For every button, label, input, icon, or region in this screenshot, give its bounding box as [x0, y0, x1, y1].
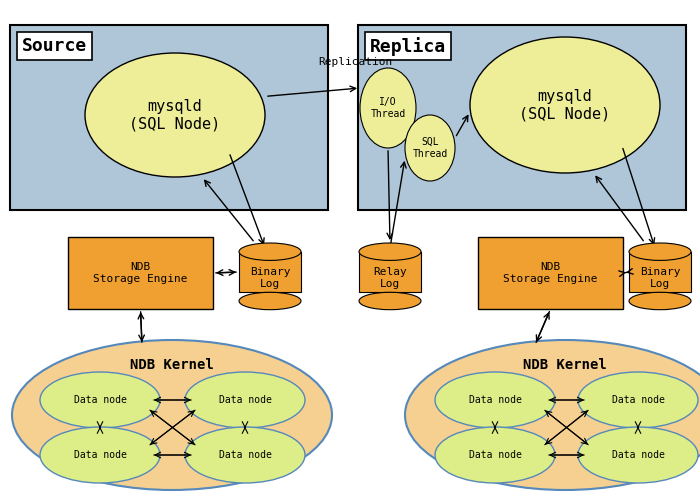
- Ellipse shape: [405, 115, 455, 181]
- Ellipse shape: [435, 372, 555, 428]
- Text: Data node: Data node: [612, 395, 664, 405]
- Ellipse shape: [359, 292, 421, 310]
- Text: I/O
Thread: I/O Thread: [370, 97, 405, 119]
- Bar: [10, 25, 328, 210]
- Bar: [359, 252, 421, 292]
- Text: Replication: Replication: [318, 57, 392, 67]
- Ellipse shape: [435, 427, 555, 483]
- Ellipse shape: [185, 372, 305, 428]
- Text: Binary
Log: Binary Log: [640, 267, 680, 288]
- Text: NDB
Storage Engine: NDB Storage Engine: [93, 262, 188, 284]
- Text: Data node: Data node: [612, 450, 664, 460]
- Text: mysqld
(SQL Node): mysqld (SQL Node): [130, 99, 220, 131]
- Bar: [68, 237, 213, 309]
- Ellipse shape: [85, 53, 265, 177]
- Text: NDB
Storage Engine: NDB Storage Engine: [503, 262, 598, 284]
- Text: Relay
Log: Relay Log: [373, 267, 407, 288]
- Text: NDB Kernel: NDB Kernel: [130, 358, 214, 372]
- Text: Data node: Data node: [218, 395, 272, 405]
- Ellipse shape: [360, 68, 416, 148]
- Bar: [358, 25, 686, 210]
- Ellipse shape: [578, 372, 698, 428]
- Text: SQL
Thread: SQL Thread: [412, 137, 447, 159]
- Text: mysqld
(SQL Node): mysqld (SQL Node): [519, 89, 610, 121]
- Text: Replica: Replica: [370, 37, 446, 56]
- Bar: [239, 252, 301, 292]
- Text: Source: Source: [22, 37, 88, 55]
- Ellipse shape: [405, 340, 700, 490]
- Ellipse shape: [239, 292, 301, 310]
- Ellipse shape: [40, 372, 160, 428]
- Ellipse shape: [40, 427, 160, 483]
- Ellipse shape: [578, 427, 698, 483]
- Bar: [478, 237, 623, 309]
- Text: Data node: Data node: [74, 395, 127, 405]
- Text: Data node: Data node: [74, 450, 127, 460]
- Ellipse shape: [185, 427, 305, 483]
- Text: Data node: Data node: [468, 395, 522, 405]
- Ellipse shape: [470, 37, 660, 173]
- Text: Data node: Data node: [218, 450, 272, 460]
- Text: NDB Kernel: NDB Kernel: [523, 358, 607, 372]
- Ellipse shape: [239, 243, 301, 260]
- Ellipse shape: [12, 340, 332, 490]
- Ellipse shape: [629, 243, 691, 260]
- Ellipse shape: [629, 292, 691, 310]
- Bar: [629, 252, 691, 292]
- Text: Data node: Data node: [468, 450, 522, 460]
- Text: Binary
Log: Binary Log: [250, 267, 290, 288]
- Ellipse shape: [359, 243, 421, 260]
